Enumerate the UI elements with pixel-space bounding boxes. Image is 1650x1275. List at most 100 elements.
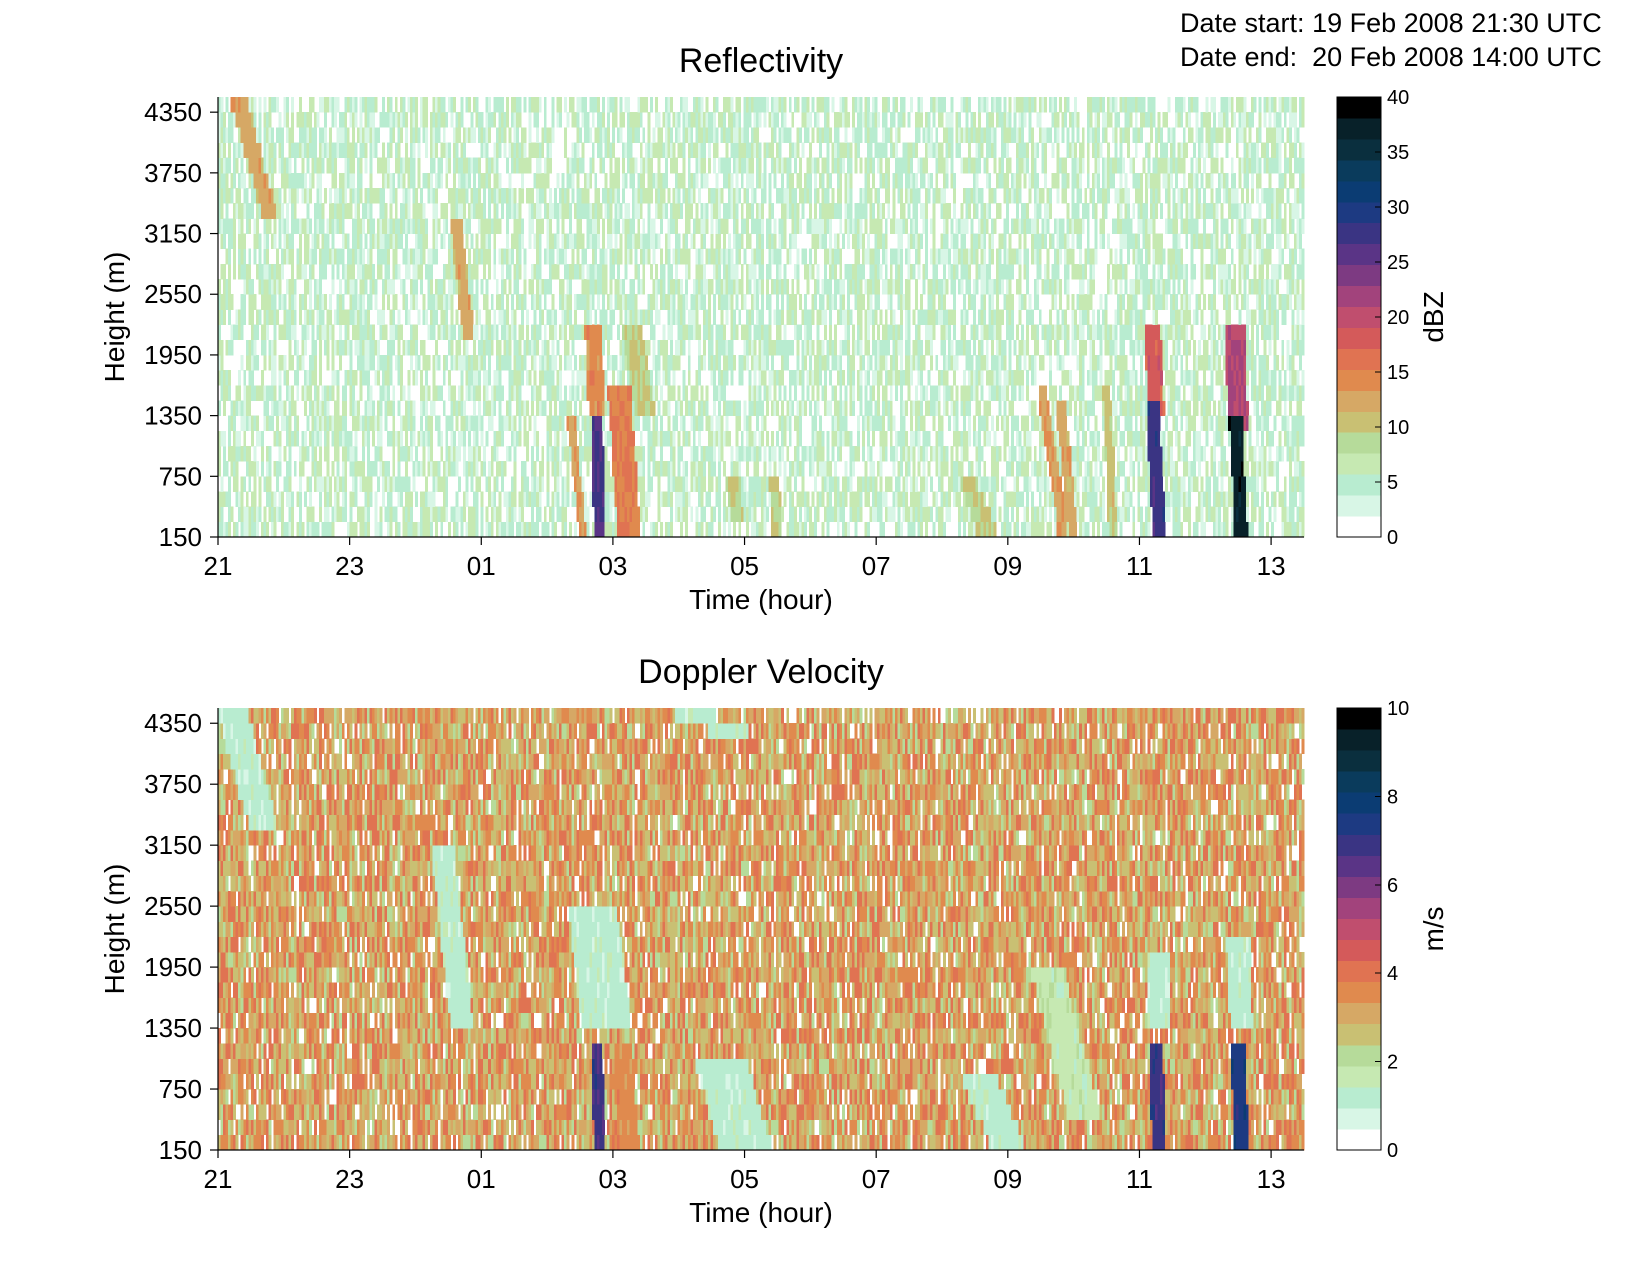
heatmap-cell <box>564 143 567 159</box>
heatmap-cell <box>291 127 294 143</box>
heatmap-cell <box>738 143 741 159</box>
heatmap-cell <box>635 385 638 401</box>
heatmap-cell <box>546 461 549 477</box>
heatmap-cell <box>690 188 693 204</box>
heatmap-cell <box>347 309 350 325</box>
heatmap-cell <box>766 476 769 492</box>
heatmap-cell <box>716 143 719 159</box>
heatmap-cell <box>685 97 688 113</box>
heatmap-cell <box>572 158 575 174</box>
heatmap-cell <box>526 400 529 416</box>
heatmap-cell <box>364 97 367 113</box>
heatmap-cell <box>453 234 456 250</box>
heatmap-cell <box>847 218 850 234</box>
heatmap-cell <box>344 279 347 295</box>
heatmap-cell <box>334 249 337 265</box>
heatmap-cell <box>743 158 746 174</box>
heatmap-cell <box>476 355 479 371</box>
heatmap-cell <box>521 507 524 523</box>
heatmap-cell <box>801 143 804 159</box>
heatmap-cell <box>587 355 590 371</box>
heatmap-cell <box>493 431 496 447</box>
heatmap-cell <box>690 294 693 310</box>
heatmap-cell <box>678 476 681 492</box>
heatmap-cell <box>663 400 666 416</box>
heatmap-cell <box>834 355 837 371</box>
heatmap-cell <box>695 249 698 265</box>
heatmap-cell <box>764 491 767 507</box>
heatmap-cell <box>430 249 433 265</box>
heatmap-cell <box>529 491 532 507</box>
heatmap-cell <box>695 325 698 341</box>
heatmap-cell <box>761 416 764 432</box>
heatmap-cell <box>486 431 489 447</box>
heatmap-cell <box>635 234 638 250</box>
heatmap-cell <box>412 522 415 538</box>
heatmap-cell <box>248 158 251 174</box>
heatmap-cell <box>741 431 744 447</box>
heatmap-cell <box>647 400 650 416</box>
heatmap-cell <box>673 294 676 310</box>
heatmap-cell <box>584 279 587 295</box>
heatmap-cell <box>688 203 691 219</box>
heatmap-cell <box>364 476 367 492</box>
heatmap-cell <box>622 431 625 447</box>
heatmap-cell <box>243 522 246 538</box>
heatmap-cell <box>226 249 229 265</box>
heatmap-cell <box>354 188 357 204</box>
heatmap-cell <box>668 431 671 447</box>
heatmap-cell <box>837 112 840 128</box>
heatmap-cell <box>529 370 532 386</box>
heatmap-cell <box>359 325 362 341</box>
heatmap-cell <box>814 522 817 538</box>
heatmap-cell <box>327 325 330 341</box>
heatmap-cell <box>615 400 618 416</box>
heatmap-cell <box>221 476 224 492</box>
heatmap-cell <box>286 97 289 113</box>
heatmap-cell <box>637 279 640 295</box>
heatmap-cell <box>400 325 403 341</box>
heatmap-cell <box>274 279 277 295</box>
heatmap-cell <box>655 173 658 189</box>
heatmap-cell <box>296 355 299 371</box>
heatmap-cell <box>349 370 352 386</box>
heatmap-cell <box>380 461 383 477</box>
heatmap-cell <box>758 400 761 416</box>
heatmap-cell <box>407 218 410 234</box>
heatmap-cell <box>827 127 830 143</box>
heatmap-cell <box>713 127 716 143</box>
heatmap-cell <box>521 127 524 143</box>
heatmap-cell <box>577 385 580 401</box>
heatmap-cell <box>342 491 345 507</box>
heatmap-cell <box>847 158 850 174</box>
heatmap-cell <box>577 173 580 189</box>
heatmap-cell <box>349 97 352 113</box>
heatmap-cell <box>812 127 815 143</box>
heatmap-cell <box>829 340 832 356</box>
heatmap-cell <box>347 431 350 447</box>
heatmap-cell <box>476 112 479 128</box>
heatmap-cell <box>577 218 580 234</box>
heatmap-cell <box>670 325 673 341</box>
heatmap-cell <box>519 431 522 447</box>
heatmap-cell <box>286 522 289 538</box>
heatmap-cell <box>693 97 696 113</box>
heatmap-cell <box>632 112 635 128</box>
heatmap-cell <box>248 461 251 477</box>
heatmap-cell <box>832 143 835 159</box>
heatmap-cell <box>322 264 325 280</box>
heatmap-cell <box>592 234 595 250</box>
heatmap-cell <box>574 264 577 280</box>
heatmap-cell <box>367 264 370 280</box>
heatmap-cell <box>344 416 347 432</box>
heatmap-cell <box>304 112 307 128</box>
heatmap-cell <box>332 370 335 386</box>
heatmap-cell <box>693 294 696 310</box>
heatmap-cell <box>602 476 605 492</box>
heatmap-cell <box>407 416 410 432</box>
heatmap-cell <box>716 385 719 401</box>
heatmap-cell <box>412 431 415 447</box>
heatmap-cell <box>291 507 294 523</box>
heatmap-cell <box>761 294 764 310</box>
heatmap-cell <box>607 127 610 143</box>
